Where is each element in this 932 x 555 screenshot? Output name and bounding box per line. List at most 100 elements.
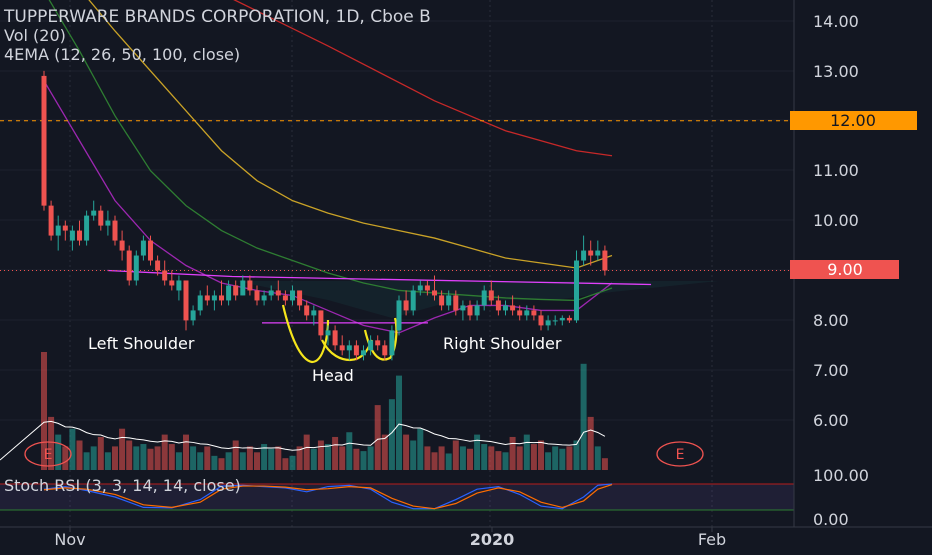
- volume-bar: [367, 446, 374, 470]
- volume-bar: [140, 444, 147, 470]
- ema-line-2: [48, 0, 613, 302]
- volume-bar: [566, 446, 573, 470]
- candle-body: [332, 330, 338, 346]
- volume-bar: [438, 446, 445, 470]
- candle-body: [581, 250, 587, 261]
- candle-body: [510, 305, 516, 311]
- candle-body: [41, 75, 47, 206]
- candle-body: [417, 285, 423, 291]
- candle-body: [197, 295, 203, 311]
- volume-bar: [310, 448, 317, 470]
- volume-bar: [403, 434, 410, 470]
- candle-body: [325, 330, 331, 336]
- ema-line-4: [233, 0, 613, 157]
- time-tick-label: 2020: [470, 530, 515, 549]
- candle-body: [595, 250, 601, 256]
- volume-bar: [97, 436, 104, 470]
- candle-body: [119, 240, 125, 251]
- candle-body: [517, 310, 523, 316]
- candle-body: [552, 320, 558, 322]
- volume-bar: [388, 399, 395, 470]
- price-line-badge[interactable]: [790, 111, 917, 130]
- ema-line-3: [88, 0, 613, 269]
- volume-bar: [360, 451, 367, 470]
- earnings-marker-2[interactable]: [656, 441, 704, 467]
- candle-body: [566, 317, 572, 321]
- candle-body: [503, 305, 508, 311]
- volume-bar: [467, 448, 473, 470]
- ema-lines: [43, 0, 613, 334]
- volume-bar: [552, 446, 559, 470]
- price-tick-label: 10.00: [813, 211, 859, 230]
- candle-body: [162, 270, 168, 281]
- candle-body: [304, 305, 310, 316]
- volume-bar: [374, 405, 381, 470]
- volume-bar: [317, 440, 324, 470]
- volume-bar: [459, 446, 466, 470]
- price-axis[interactable]: 14.00 13.00 11.00 10.00 8.00 7.00 6.00 100.00 0.…: [813, 12, 869, 529]
- stoch-rsi-label: Stoch RSI (3, 3, 14, 14, close): [4, 476, 241, 495]
- volume-bar: [587, 416, 594, 470]
- volume-bar: [445, 453, 452, 470]
- volume-bar: [69, 428, 76, 470]
- volume-bar: [147, 448, 154, 470]
- last-price-badge[interactable]: [790, 260, 899, 279]
- volume-bar: [523, 434, 530, 470]
- candle-body: [531, 310, 537, 316]
- candles: [41, 70, 608, 361]
- time-tick-label: Nov: [54, 530, 85, 549]
- candle-body: [382, 345, 388, 356]
- volume-bar: [218, 458, 225, 470]
- candle-body: [559, 317, 565, 321]
- candle-body: [346, 345, 352, 351]
- earnings-marker-1[interactable]: [24, 441, 72, 467]
- candle-body: [368, 340, 374, 351]
- time-axis[interactable]: Nov 2020 Feb: [54, 527, 726, 549]
- candle-body: [98, 210, 104, 226]
- time-tick-label: Feb: [698, 530, 726, 549]
- candle-body: [290, 290, 295, 301]
- volume-bar: [289, 455, 296, 470]
- head-curve-center: [321, 339, 374, 362]
- candle-body: [481, 290, 487, 306]
- left-shoulder-label: Left Shoulder: [88, 334, 195, 353]
- volume-bar: [545, 452, 552, 470]
- volume-bar: [55, 434, 62, 470]
- volume-bar: [417, 428, 424, 470]
- pattern-fill: [235, 281, 719, 318]
- candle-body: [155, 260, 161, 271]
- volume-bar: [239, 452, 246, 470]
- candle-body: [84, 215, 90, 241]
- volume-bar: [268, 448, 275, 470]
- candle-body: [318, 310, 324, 336]
- candle-body: [545, 320, 551, 326]
- candle-body: [169, 280, 175, 286]
- candle-body: [91, 210, 97, 216]
- candle-body: [247, 280, 253, 291]
- candle-body: [211, 295, 217, 301]
- candle-body: [219, 295, 224, 301]
- volume-bar: [396, 375, 402, 470]
- volume-bar: [594, 446, 601, 470]
- candle-body: [574, 260, 579, 321]
- candle-body: [439, 295, 445, 306]
- candle-body: [602, 250, 608, 271]
- candle-body: [204, 295, 210, 301]
- candle-body: [453, 295, 459, 311]
- volume-bar: [48, 416, 55, 470]
- volume-bar: [232, 440, 239, 470]
- candle-body: [474, 305, 480, 316]
- volume-bar: [559, 448, 566, 470]
- candle-body: [55, 225, 61, 236]
- volume-bar: [353, 448, 360, 470]
- candle-body: [268, 290, 274, 296]
- candle-body: [148, 240, 153, 261]
- volume-bar: [488, 446, 495, 470]
- candle-body: [375, 340, 381, 346]
- volume-bar: [225, 452, 232, 470]
- volume-bar: [112, 446, 118, 470]
- candle-body: [62, 225, 68, 231]
- last-price-badge-text: 9.00: [827, 260, 863, 279]
